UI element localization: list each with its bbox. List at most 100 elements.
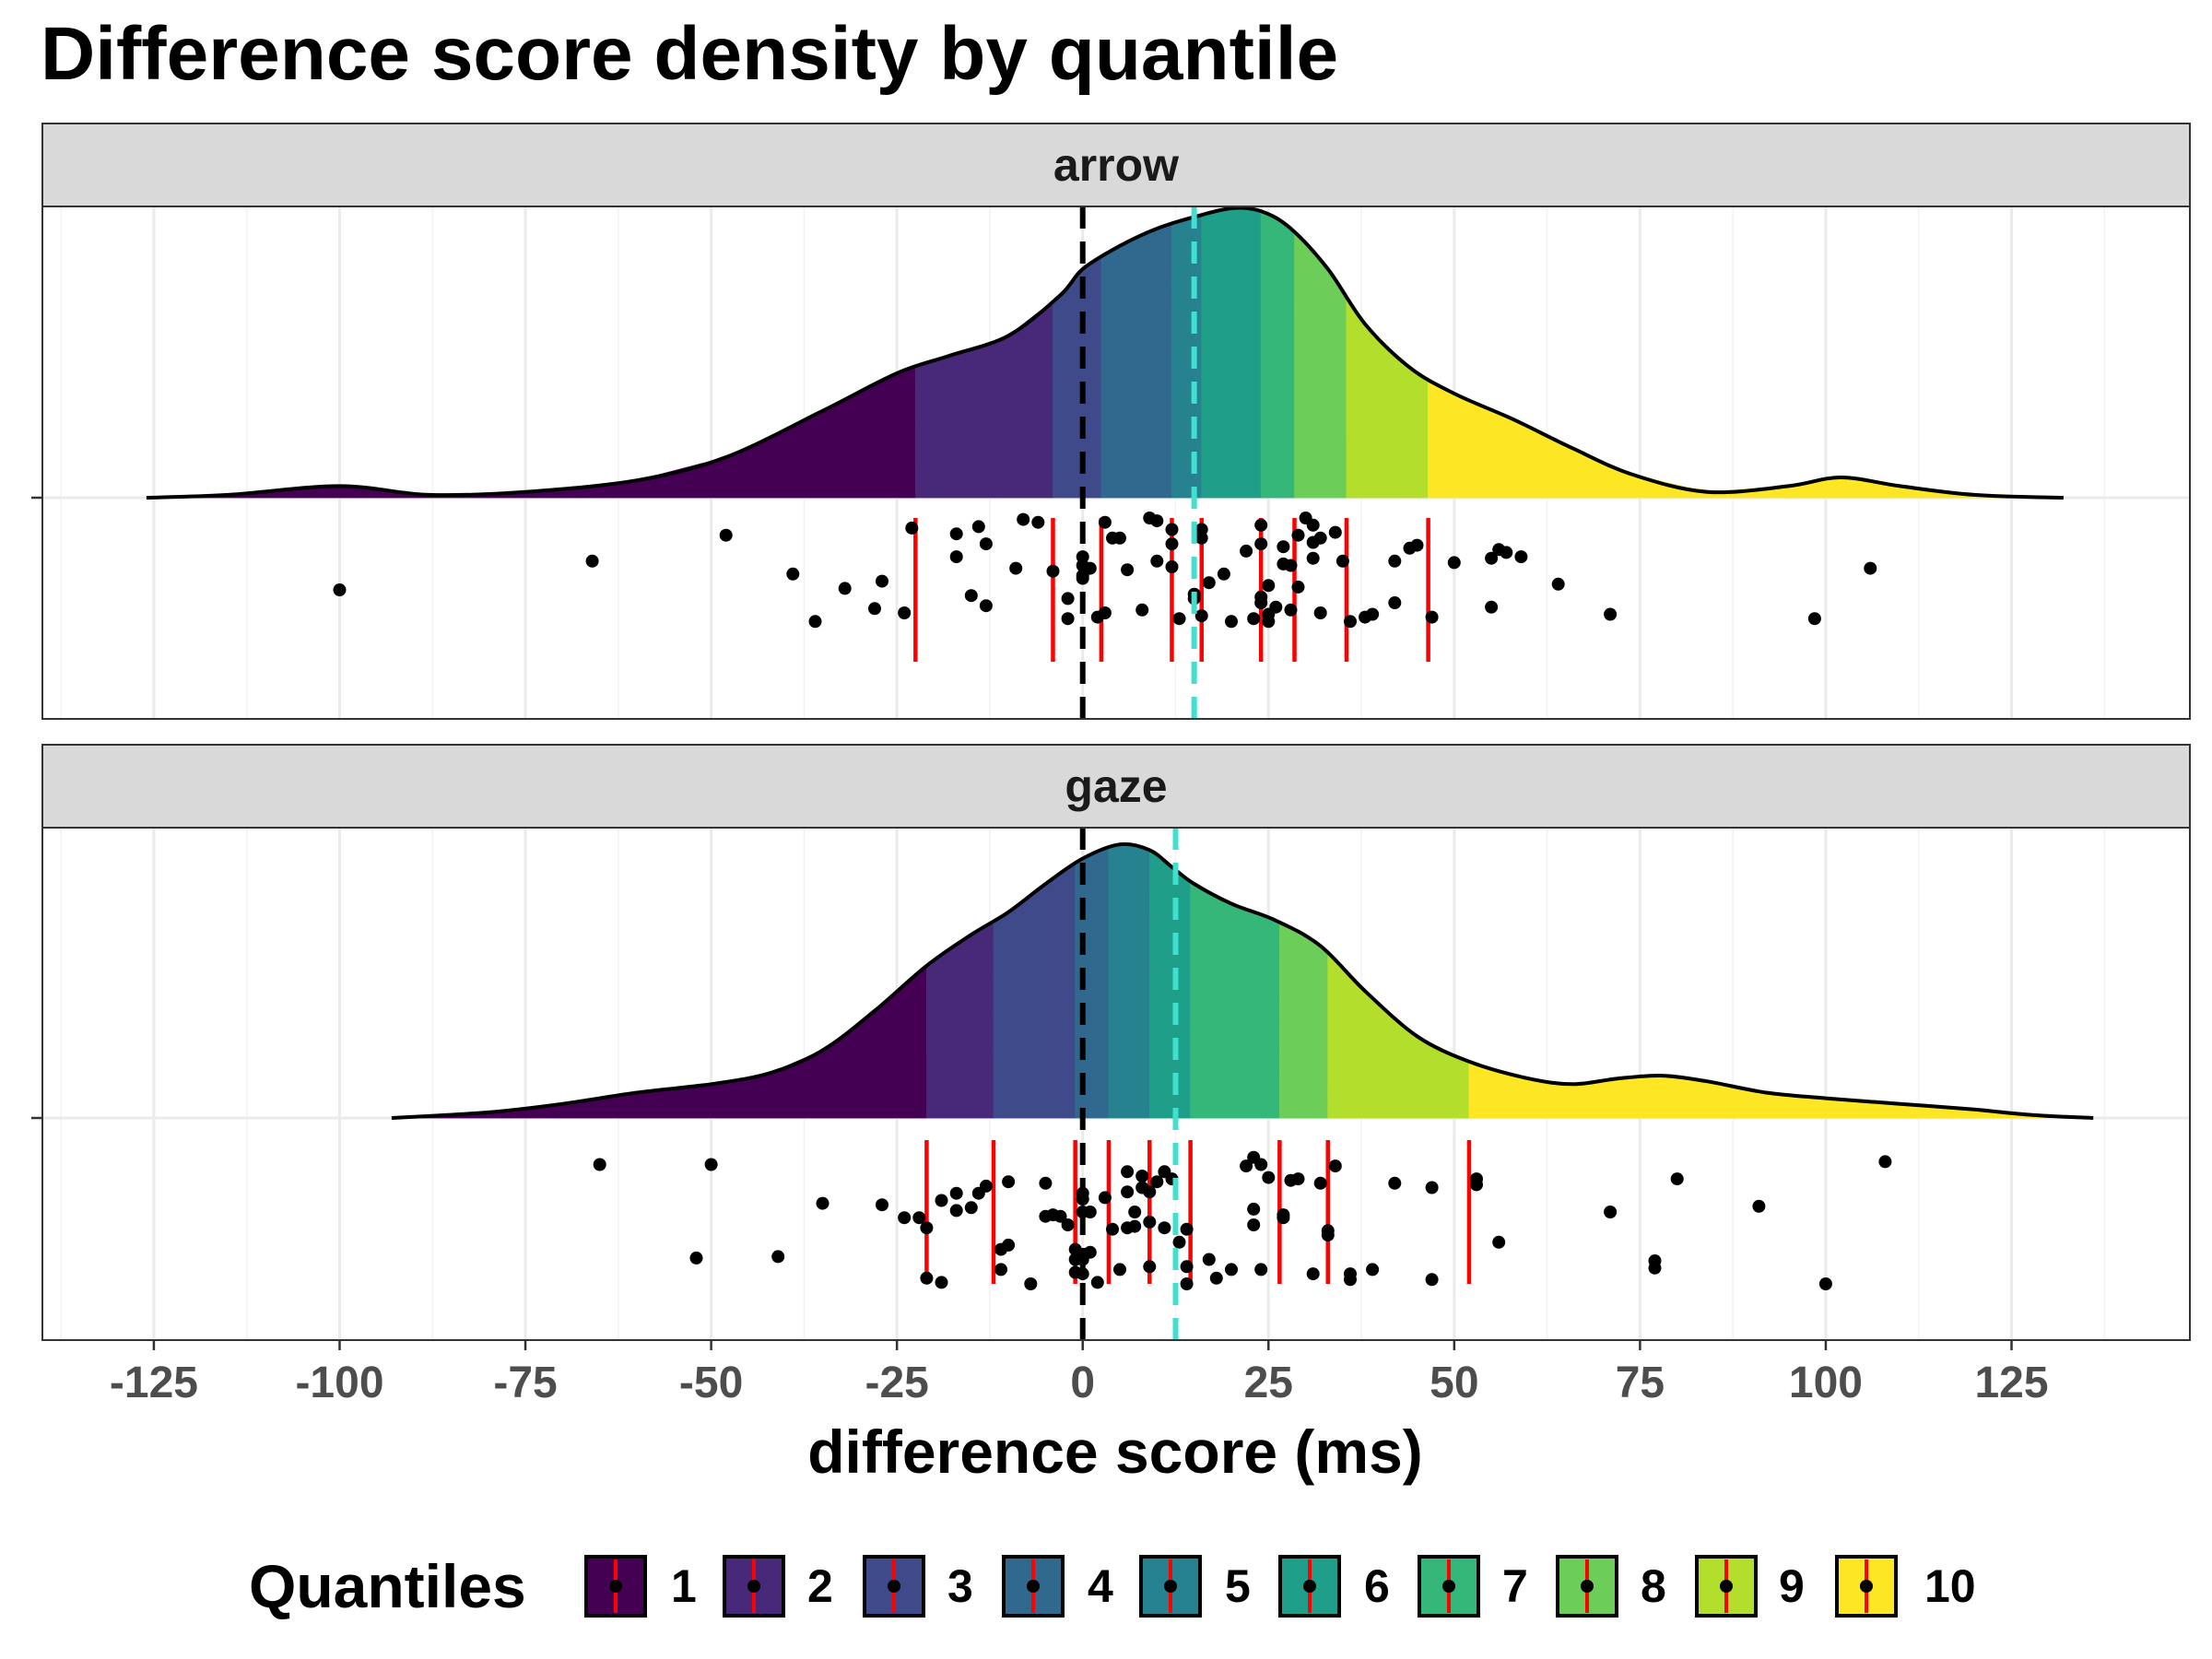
data-point [1098,1191,1112,1205]
data-point [585,554,599,568]
density-region-quantile-7 [1260,210,1295,499]
panel-border [41,206,2191,720]
data-point [1150,554,1164,568]
data-point [1752,1199,1766,1213]
legend-key-7: 7 [1418,1555,1528,1618]
chart-title: Difference score density by quantile [41,12,1338,96]
data-point [1818,1277,1832,1290]
data-point [964,1201,978,1215]
data-point [912,1211,926,1225]
data-point [1002,1175,1016,1189]
data-point [1247,612,1261,626]
legend-label: 6 [1364,1560,1390,1612]
data-point [1240,1159,1253,1173]
data-point [971,520,985,534]
data-point [949,550,963,564]
data-point [1150,1175,1164,1189]
data-point [1090,1276,1104,1289]
data-point [1254,596,1268,609]
legend-point [1442,1580,1455,1593]
data-point [816,1196,830,1210]
data-point [1410,538,1424,552]
data-point [1128,1219,1142,1233]
data-point [1143,1215,1157,1229]
data-point [898,606,912,619]
data-point [1807,612,1821,626]
legend-keys: 1 2 3 4 5 6 7 8 9 10 [584,1555,1976,1618]
data-point [1046,564,1060,578]
data-point [920,1271,934,1285]
data-point [1083,561,1097,575]
facet-strip [41,123,2191,207]
data-point [1291,1172,1305,1186]
data-point [1009,561,1023,575]
data-point [786,567,800,581]
data-point [333,583,347,596]
data-point [1313,1176,1327,1190]
data-point [1202,576,1216,590]
data-points [593,1150,1892,1290]
density-region-quantile-6 [1148,849,1192,1119]
data-point [1053,1209,1067,1223]
data-point [1217,567,1230,581]
legend: Quantiles 1 2 3 4 5 6 7 8 9 10 [249,1552,1976,1620]
legend-key-4: 4 [1002,1555,1113,1618]
density-region-quantile-5 [1108,843,1150,1119]
panel-border [41,827,2191,1341]
x-tick-label: 0 [1070,1359,1095,1407]
data-point [689,1251,703,1265]
x-tick-label: -125 [110,1359,198,1407]
data-point [1306,518,1320,532]
legend-point [1164,1580,1177,1593]
data-point [1878,1155,1892,1169]
legend-label: 2 [807,1560,833,1612]
legend-key-5: 5 [1139,1555,1251,1618]
data-point [1061,592,1075,606]
data-point [1321,1224,1335,1238]
legend-point [1027,1580,1040,1593]
x-tick-label: -75 [493,1359,557,1407]
data-point [1604,1206,1618,1218]
data-point [704,1158,718,1171]
x-tick-label: -50 [679,1359,743,1407]
data-point [1180,1222,1194,1236]
x-axis-label: difference score (ms) [807,1418,1423,1486]
density-region-quantile-4 [1100,223,1172,499]
data-point [1262,579,1276,593]
data-point [1277,540,1290,554]
data-point [1306,1267,1320,1281]
legend-label: 9 [1779,1560,1805,1612]
data-point [1254,1263,1268,1277]
data-point [949,527,963,541]
x-tick-label: 50 [1430,1359,1478,1407]
legend-point [747,1580,760,1593]
data-point [1121,563,1135,577]
facet-strip [41,744,2191,829]
data-point [1068,1242,1082,1256]
data-point [1648,1261,1662,1275]
legend-key-10: 10 [1835,1555,1976,1618]
quantile-lines [924,1140,1472,1284]
data-point [994,1263,1007,1277]
data-point [1225,615,1238,629]
data-point [1083,1245,1097,1259]
data-point [1328,1159,1342,1173]
legend-point [1303,1580,1316,1593]
legend-point [1860,1580,1873,1593]
data-point [1670,1172,1684,1186]
data-point [1500,546,1513,559]
data-point [1165,523,1179,536]
legend-label: 5 [1225,1560,1251,1612]
data-point [1344,1273,1357,1287]
legend-point [888,1580,900,1593]
data-point [1202,1253,1216,1266]
data-point [1002,1238,1016,1252]
legend-key-2: 2 [723,1555,833,1618]
data-point [1514,550,1528,564]
legend-label: 7 [1502,1560,1528,1612]
legend-title: Quantiles [249,1552,526,1620]
legend-label: 1 [671,1560,697,1612]
facet-strip-label: arrow [1053,139,1179,191]
data-point [1284,603,1298,617]
